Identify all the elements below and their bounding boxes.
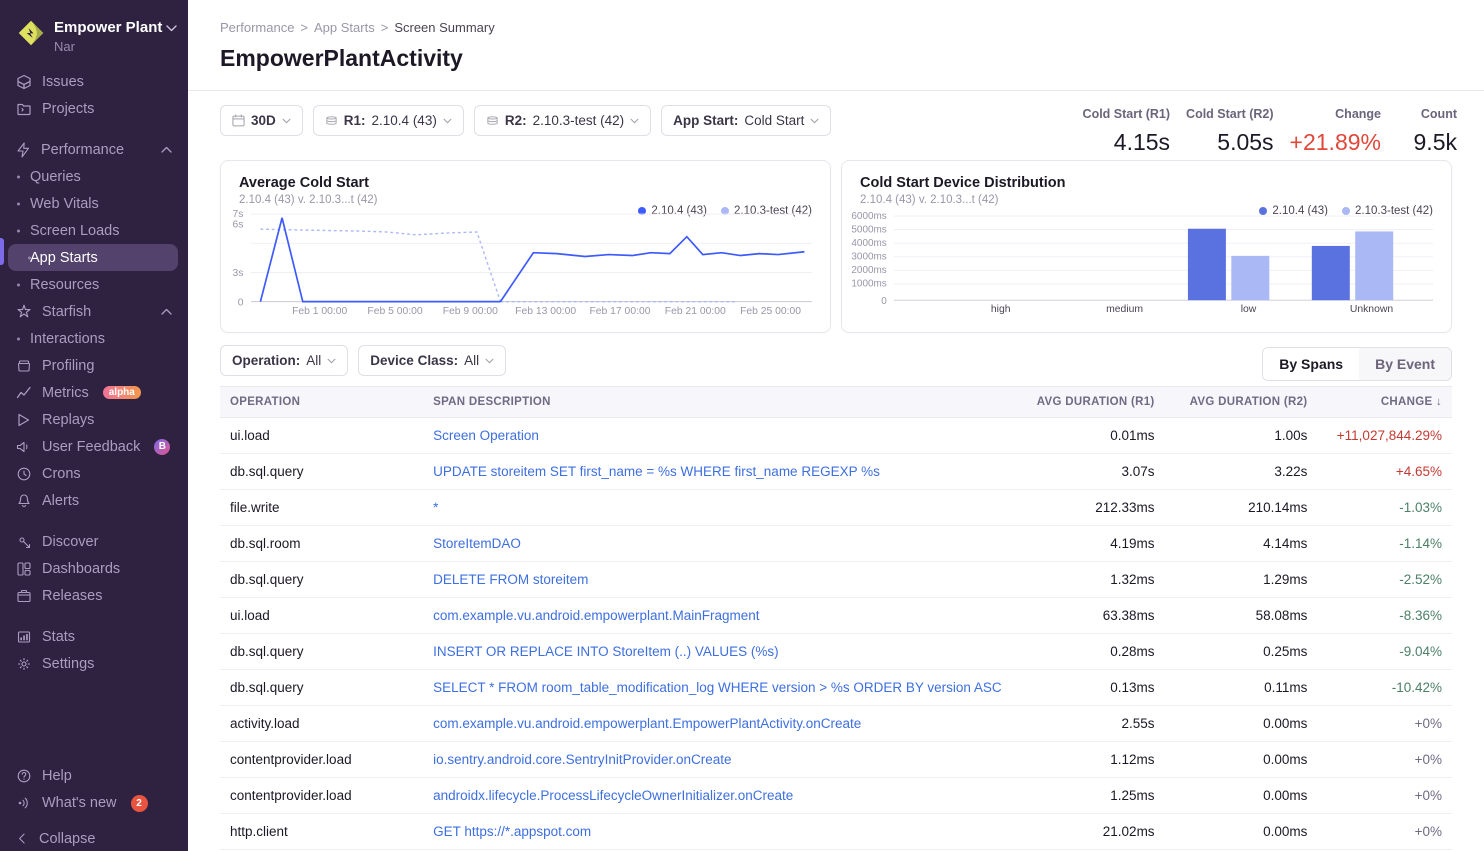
svg-text:1000ms: 1000ms (851, 279, 886, 290)
svg-text:3s: 3s (233, 268, 244, 279)
svg-text:Feb 13 00:00: Feb 13 00:00 (515, 306, 576, 317)
svg-text:Feb 5 00:00: Feb 5 00:00 (367, 306, 422, 317)
svg-text:3000ms: 3000ms (851, 251, 886, 262)
svg-text:6000ms: 6000ms (851, 211, 886, 222)
svg-text:4000ms: 4000ms (851, 238, 886, 249)
svg-text:0: 0 (238, 297, 244, 308)
svg-text:Feb 17 00:00: Feb 17 00:00 (589, 306, 650, 317)
svg-text:low: low (1241, 304, 1257, 315)
svg-text:Feb 21 00:00: Feb 21 00:00 (665, 306, 726, 317)
svg-text:Unknown: Unknown (1350, 304, 1394, 315)
svg-text:2000ms: 2000ms (851, 265, 886, 276)
svg-text:Feb 25 00:00: Feb 25 00:00 (740, 306, 801, 317)
svg-text:0: 0 (881, 296, 887, 307)
svg-text:medium: medium (1106, 304, 1143, 315)
svg-text:7s: 7s (233, 209, 244, 220)
svg-text:Feb 1 00:00: Feb 1 00:00 (292, 306, 347, 317)
svg-text:6s: 6s (233, 219, 244, 230)
svg-text:Feb 9 00:00: Feb 9 00:00 (443, 306, 498, 317)
svg-text:high: high (991, 304, 1011, 315)
svg-text:5000ms: 5000ms (851, 224, 886, 235)
